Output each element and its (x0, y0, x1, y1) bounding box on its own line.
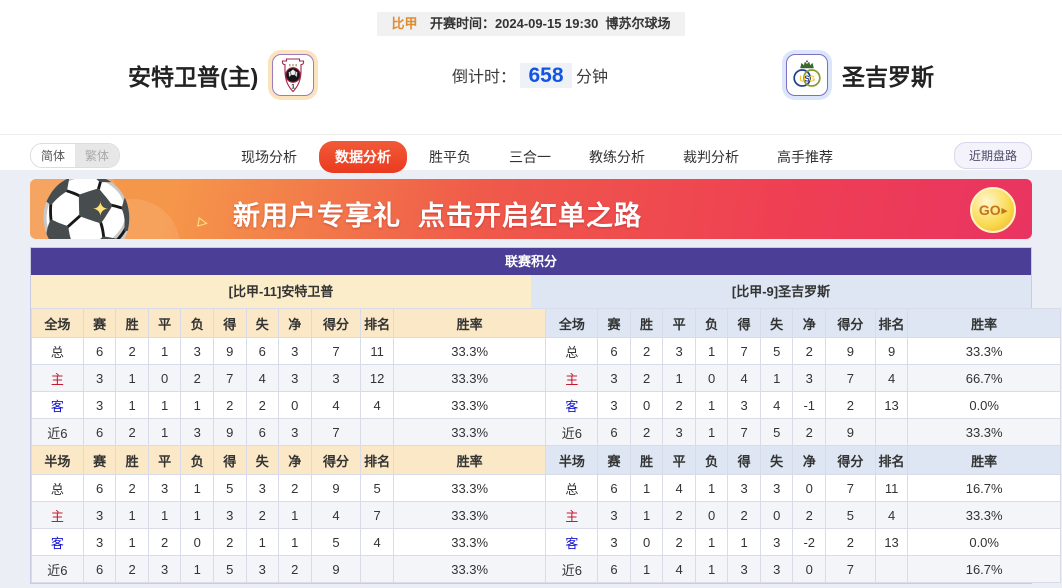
svg-text:1: 1 (292, 84, 296, 91)
svg-text:G: G (808, 73, 815, 83)
